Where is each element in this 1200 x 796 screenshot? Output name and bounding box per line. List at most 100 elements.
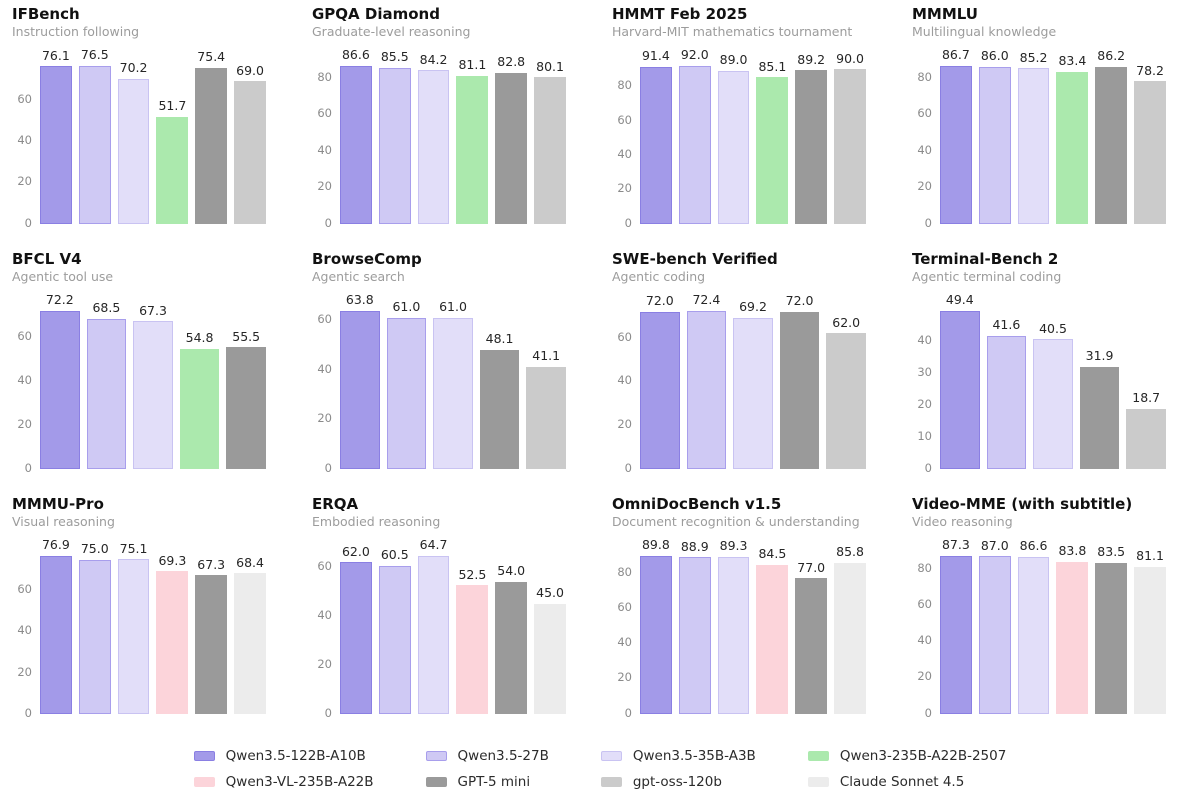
chart-subtitle: Agentic tool use: [12, 269, 114, 284]
bar-rect: [86, 318, 127, 469]
bar-qwen3-5-27b: 41.6: [986, 311, 1027, 469]
bar-value-label: 40.5: [1039, 320, 1067, 336]
bar-value-label: 87.0: [980, 537, 1009, 553]
y-tick-label: 40: [317, 607, 332, 622]
y-tick-label: 20: [17, 664, 32, 679]
y-tick-label: 60: [317, 312, 332, 327]
chart-subtitle: Video reasoning: [912, 514, 1013, 529]
bar-value-label: 89.8: [641, 537, 670, 553]
bar-qwen3-vl-235b-a22b: 84.5: [756, 548, 789, 714]
bar-qwen3-vl-235b-a22b: 52.5: [456, 556, 489, 714]
legend-item-qwen3-5-35b-a3b: Qwen3.5-35B-A3B: [600, 748, 756, 764]
chart-gpqa-diamond: GPQA Diamond Graduate-level reasoning 0 20 4…: [300, 0, 600, 245]
chart-subtitle: Graduate-level reasoning: [312, 24, 471, 39]
bars: 86.6 85.5 84.2 81.1 82.8 80.1: [340, 49, 566, 224]
bar-rect: [978, 66, 1011, 224]
chart-subtitle: Agentic search: [312, 269, 405, 284]
legend-label: Qwen3.5-27B: [457, 748, 549, 764]
y-tick-label: 0: [324, 705, 332, 720]
y-tick-label: 0: [924, 215, 932, 230]
y-tick-label: 0: [924, 705, 932, 720]
bar-value-label: 72.4: [692, 292, 721, 308]
bars: 91.4 92.0 89.0 85.1 89.2 90.0: [640, 49, 866, 224]
bar-rect: [686, 310, 727, 469]
chart-title: HMMT Feb 2025: [612, 5, 748, 23]
bar-qwen3-5-27b: 85.5: [378, 51, 411, 224]
bar-rect: [1017, 68, 1050, 224]
bar-rect: [78, 65, 111, 224]
bar-qwen3-5-35b-a3b: 70.2: [117, 62, 150, 224]
y-tick-label: 60: [917, 597, 932, 612]
y-tick-label: 10: [917, 428, 932, 443]
bar-rect: [340, 310, 380, 469]
bar-value-label: 67.3: [197, 556, 226, 572]
bar-value-label: 89.2: [797, 51, 826, 67]
chart-terminal-bench-2: Terminal-Bench 2 Agentic terminal coding 0…: [900, 245, 1200, 490]
bar-value-label: 84.5: [758, 546, 787, 562]
bar-qwen3-5-122b-a10b: 87.3: [940, 539, 972, 714]
legend-swatch-icon: [600, 751, 622, 761]
chart-subtitle: Embodied reasoning: [312, 514, 441, 529]
y-tick-label: 0: [24, 705, 32, 720]
plot-area: 0 20 40 60 80 91.4 92.0 89.0 85.1 89.2 90.0: [617, 49, 866, 228]
bar-value-label: 83.8: [1058, 543, 1087, 559]
y-tick-label: 20: [317, 411, 332, 426]
y-tick-label: 40: [917, 142, 932, 157]
bar-value-label: 85.5: [380, 49, 409, 65]
bar-qwen3-5-122b-a10b: 89.8: [640, 539, 672, 714]
bar-rect: [1134, 566, 1166, 714]
chart-title: SWE-bench Verified: [612, 250, 778, 268]
bar-gpt-oss-120b: 80.1: [534, 60, 566, 224]
bar-qwen3-5-35b-a3b: 64.7: [417, 539, 450, 714]
y-tick-label: 60: [317, 106, 332, 121]
bar-value-label: 62.0: [341, 543, 370, 559]
bar-gpt-oss-120b: 78.2: [1134, 64, 1166, 224]
plot-area: 0 10 20 30 40 49.4 41.6 40.5 31.9 18.7: [917, 294, 1166, 473]
plot-area: 0 20 40 60 80 87.3 87.0 86.6 83.8 83.5 81.1: [917, 539, 1166, 718]
bar-rect: [1134, 81, 1166, 224]
bar-value-label: 64.7: [419, 537, 448, 553]
legend-label: Qwen3-235B-A22B-2507: [839, 748, 1007, 764]
bar-rect: [495, 581, 528, 714]
bar-value-label: 45.0: [536, 585, 564, 601]
bar-value-label: 61.0: [392, 299, 421, 315]
bar-value-label: 89.0: [719, 52, 748, 68]
legend-label: Qwen3.5-35B-A3B: [632, 748, 756, 764]
bar-rect: [456, 75, 489, 224]
bar-claude-sonnet-4-5: 81.1: [1134, 550, 1166, 714]
bar-rect: [534, 603, 566, 714]
bar-value-label: 81.1: [1136, 548, 1164, 564]
bar-value-label: 86.6: [1019, 538, 1048, 554]
bar-value-label: 51.7: [158, 98, 187, 114]
bar-value-label: 75.4: [197, 49, 226, 65]
bar-qwen3-vl-235b-a22b: 69.3: [156, 554, 189, 714]
bar-qwen3-5-122b-a10b: 49.4: [940, 294, 980, 469]
bar-qwen3-5-27b: 60.5: [378, 549, 411, 714]
bar-rect: [195, 67, 228, 224]
bar-qwen3-235b-a22b-2507: 51.7: [156, 66, 189, 224]
bar-gpt-5-mini: 54.0: [495, 556, 528, 714]
bar-qwen3-5-35b-a3b: 85.2: [1017, 51, 1050, 224]
benchmark-grid: IFBench Instruction following 0 20 40 60 76.1 7…: [12, 0, 1200, 720]
bars: 89.8 88.9 89.3 84.5 77.0 85.8: [640, 539, 866, 714]
bar-value-label: 48.1: [485, 331, 514, 347]
bar-qwen3-5-27b: 75.0: [78, 543, 111, 714]
bar-qwen3-5-35b-a3b: 89.0: [717, 54, 750, 224]
bar-value-label: 72.2: [45, 292, 74, 308]
bar-claude-sonnet-4-5: 68.4: [234, 556, 266, 714]
chart-mmmlu: MMMLU Multilingual knowledge 0 20 40 60 80 86.7…: [900, 0, 1200, 245]
y-tick-label: 40: [617, 146, 632, 161]
y-tick-label: 80: [617, 564, 632, 579]
bar-qwen3-5-35b-a3b: 67.3: [133, 304, 173, 469]
legend: Qwen3.5-122B-A10B Qwen3.5-27B Qwen3.5-35B-…: [193, 748, 1007, 790]
bar-qwen3-5-122b-a10b: 86.6: [340, 49, 372, 224]
chart-browsecomp: BrowseComp Agentic search 0 20 40 60 63.8 61.0 6…: [300, 245, 600, 490]
bar-qwen3-5-27b: 61.0: [386, 301, 427, 469]
bar-value-label: 60.5: [380, 547, 409, 563]
bar-rect: [1056, 71, 1089, 224]
bar-rect: [834, 69, 866, 224]
legend-label: Qwen3.5-122B-A10B: [225, 748, 366, 764]
plot-area: 0 20 40 60 80 86.6 85.5 84.2 81.1 82.8 80.1: [317, 49, 566, 228]
bar-qwen3-5-35b-a3b: 61.0: [433, 301, 473, 469]
bar-value-label: 85.1: [758, 58, 787, 74]
